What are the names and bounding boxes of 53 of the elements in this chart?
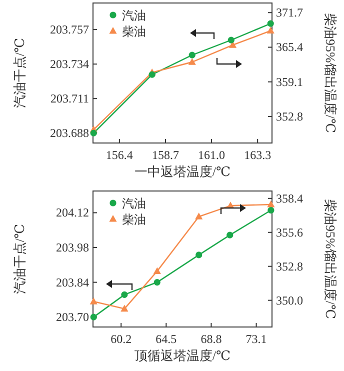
y2-tick-label: 352.8	[276, 109, 303, 124]
point	[228, 41, 237, 48]
x-axis-title: 顶循返塔温度/℃	[134, 348, 231, 363]
point	[90, 314, 97, 320]
y2-tick-label: 365.4	[276, 40, 303, 54]
y-tick-label: 204.12	[56, 206, 89, 220]
y-tick-label: 203.98	[56, 240, 89, 255]
x-tick-label: 60.2	[110, 332, 132, 346]
y2-tick-label: 355.6	[276, 225, 303, 240]
y-tick-label: 203.734	[50, 57, 89, 72]
point	[121, 291, 128, 298]
y2-axis-title: 柴油95%馏出温度/℃	[323, 13, 338, 133]
y-tick-label: 203.757	[50, 22, 89, 37]
y2-tick-label: 358.4	[276, 191, 303, 206]
point	[195, 212, 203, 220]
y-axis-title: 汽油干点/℃	[12, 38, 27, 108]
point	[196, 252, 202, 258]
legend-label: 柴油	[122, 212, 146, 226]
x-tick-label: 161.0	[198, 148, 226, 162]
x-axis-title: 一中返塔温度/℃	[134, 164, 231, 179]
y2-tick-label: 352.8	[276, 259, 303, 274]
x-tick-label: 73.1	[246, 332, 267, 346]
legend-label: 汽油	[122, 196, 146, 210]
point	[267, 200, 275, 208]
point	[120, 304, 128, 312]
y-tick-label: 203.84	[56, 275, 89, 290]
point	[90, 298, 98, 304]
x-tick-label: 158.7	[152, 148, 179, 162]
legend-label: 柴油	[122, 24, 146, 38]
y-axis-title: 汽油干点/℃	[12, 224, 27, 294]
y2-tick-label: 359.1	[276, 74, 303, 89]
point	[226, 232, 234, 238]
x-tick-label: 64.5	[156, 332, 177, 346]
point	[153, 267, 161, 274]
y2-tick-label: 350.0	[276, 293, 303, 308]
point	[154, 278, 160, 286]
point	[90, 130, 97, 136]
point	[268, 206, 274, 214]
legend-label: 汽油	[122, 8, 146, 22]
x-tick-label: 163.3	[244, 148, 272, 162]
point	[188, 52, 196, 58]
y-tick-label: 203.688	[50, 126, 89, 140]
y-tick-label: 203.711	[50, 92, 89, 106]
y2-axis-title: 柴油95%馏出温度/℃	[323, 199, 338, 319]
y2-tick-label: 371.7	[276, 6, 303, 20]
point	[266, 26, 274, 34]
x-tick-label: 68.8	[200, 332, 222, 346]
point	[228, 36, 234, 44]
point	[267, 20, 274, 27]
y-tick-label: 203.70	[56, 310, 89, 324]
point	[148, 71, 156, 78]
x-tick-label: 156.4	[106, 148, 133, 162]
point	[188, 58, 196, 65]
